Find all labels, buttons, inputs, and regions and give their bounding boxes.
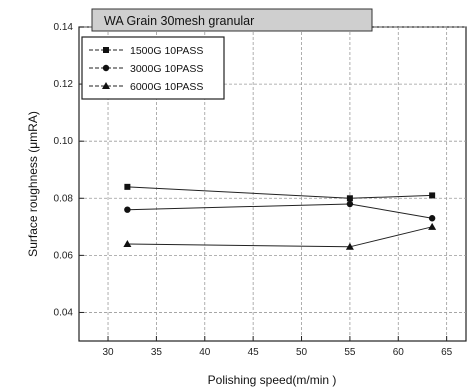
y-tick-label: 0.06: [54, 250, 74, 261]
y-tick-label: 0.10: [54, 136, 74, 147]
legend-item-2: 3000G 10PASS: [89, 63, 203, 75]
data-point: [428, 222, 437, 230]
data-point: [123, 239, 132, 247]
x-tick-label: 60: [393, 347, 405, 358]
legend-marker: [103, 47, 109, 53]
x-tick-label: 45: [248, 347, 260, 358]
y-tick-label: 0.08: [54, 193, 74, 204]
data-point: [428, 215, 436, 222]
data-point: [346, 195, 353, 202]
legend-label: 6000G 10PASS: [130, 81, 203, 93]
y-axis-title: Surface roughness (μmRA): [26, 111, 40, 257]
legend-items: 1500G 10PASS 3000G 10PASS 6000G 10PASS: [89, 45, 203, 93]
series-layer: [123, 183, 437, 250]
chart-title: WA Grain 30mesh granular: [104, 14, 254, 28]
x-tick-label: 30: [102, 347, 114, 358]
x-tick-label: 65: [441, 347, 453, 358]
legend-marker: [102, 64, 110, 72]
series-2: [124, 200, 436, 222]
series-1: [124, 183, 436, 202]
legend-marker: [102, 82, 110, 89]
legend-item-3: 6000G 10PASS: [89, 81, 203, 93]
data-point: [345, 242, 354, 250]
x-tick-label: 50: [296, 347, 308, 358]
chart-title-banner: WA Grain 30mesh granular: [91, 8, 373, 32]
x-tick-label: 55: [344, 347, 356, 358]
legend-label: 3000G 10PASS: [130, 63, 203, 75]
legend-label: 1500G 10PASS: [130, 45, 203, 57]
x-tick-label: 40: [199, 347, 211, 358]
data-point: [429, 192, 436, 199]
legend-item-1: 1500G 10PASS: [89, 45, 203, 57]
y-tick-label: 0.14: [54, 22, 74, 33]
y-tick-label: 0.12: [54, 79, 74, 90]
legend: 1500G 10PASS 3000G 10PASS 6000G 10PASS: [81, 36, 225, 100]
y-tick-label: 0.04: [54, 307, 74, 318]
axis-ticks: 30 35 40 45 50 55 60 65 0.04 0.06 0.08 0.10 0.12 0.14: [54, 22, 453, 358]
x-tick-label: 35: [151, 347, 163, 358]
data-point: [346, 200, 354, 208]
series-3: [123, 222, 437, 250]
x-axis-title: Polishing speed(m/min ): [208, 373, 337, 387]
data-point: [124, 183, 131, 190]
data-point: [124, 206, 131, 213]
